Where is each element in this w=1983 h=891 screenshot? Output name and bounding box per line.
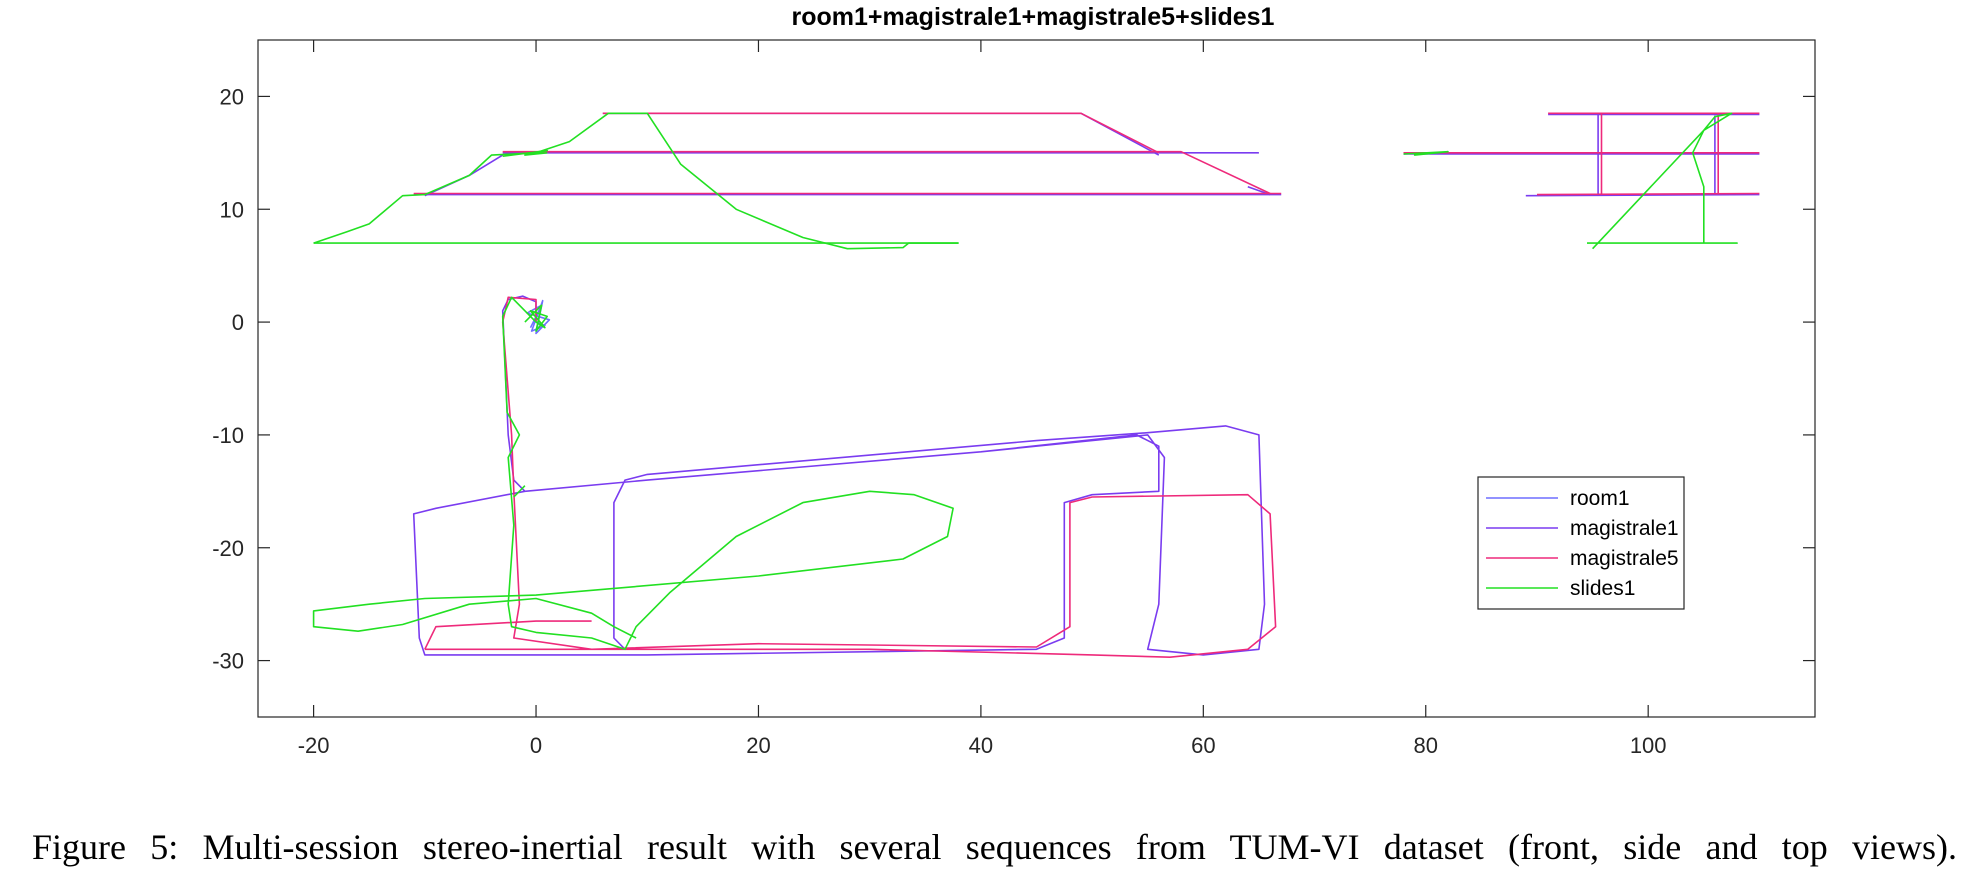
x-tick-label: 100 [1630,733,1667,758]
x-tick-label: 40 [969,733,993,758]
x-tick-label: -20 [298,733,330,758]
figure-caption: Figure 5: Multi-session stereo-inertial … [32,827,1957,867]
x-tick-label: 20 [746,733,770,758]
legend-label-magistrale5: magistrale5 [1570,547,1679,570]
trajectory-slides1 [502,149,548,157]
trajectory-slides1 [312,296,954,651]
trajectory-magistrale5 [502,150,1271,195]
legend-label-room1: room1 [1570,487,1630,510]
y-tick-label: -30 [212,649,244,674]
trajectory-slides1 [313,112,959,250]
figure-chart: room1+magistrale1+magistrale5+slides1 -2… [212,3,1816,758]
trajectory-magistrale1 [412,295,1266,656]
plot-layer [312,112,1760,658]
series-magistrale5 [413,112,1760,658]
trajectory-magistrale5 [1536,192,1760,196]
legend-box [1477,476,1685,610]
trajectory-slides1 [524,304,548,332]
axes-box [257,39,1816,718]
legend: room1 magistrale1 magistrale5 slides1 [1477,476,1685,610]
y-tick-label: -20 [212,536,244,561]
y-tick-label: 0 [232,310,244,335]
trajectory-slides1 [513,485,526,498]
x-tick-label: 60 [1191,733,1215,758]
y-tick-label: 20 [220,84,244,109]
x-tick-label: 0 [530,733,542,758]
trajectory-magistrale5 [602,112,1160,154]
legend-label-magistrale1: magistrale1 [1570,517,1679,540]
trajectory-magistrale1 [602,112,1160,156]
trajectory-magistrale5 [424,620,592,650]
y-tick-label: -10 [212,423,244,448]
trajectory-magistrale5 [424,296,1277,658]
chart-title: room1+magistrale1+magistrale5+slides1 [792,3,1275,31]
trajectory-slides1 [1403,150,1449,156]
y-tick-label: 10 [220,197,244,222]
x-tick-label: 80 [1414,733,1438,758]
axes-layer: -20 0 20 40 60 80 100 -30 -20 -10 0 10 20 [212,39,1816,758]
series-slides1 [312,112,1738,651]
legend-label-slides1: slides1 [1570,577,1635,600]
trajectory-slides1 [1587,112,1738,250]
